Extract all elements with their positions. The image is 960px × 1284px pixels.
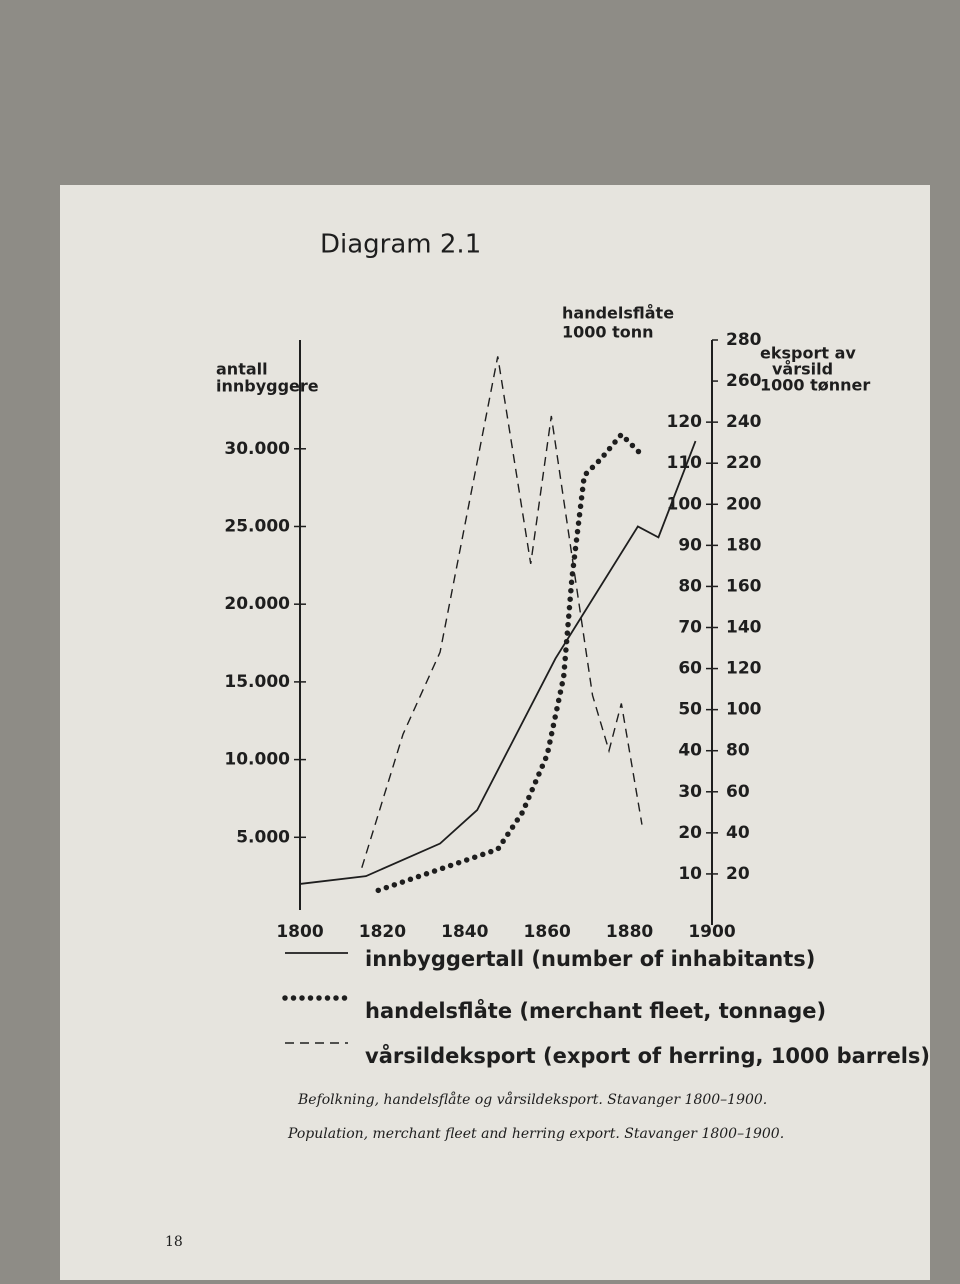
caption: Population, merchant fleet and herring e… [287,1126,784,1142]
legend-label: handelsflåte (merchant fleet, tonnage) [365,998,826,1023]
y2-tick-label: 30 [678,782,702,802]
y-tick-label: 15.000 [224,672,290,692]
y3-tick-label: 160 [726,576,762,596]
x-tick-label: 1820 [359,922,406,942]
legend-label: innbyggertall (number of inhabitants) [365,947,815,971]
y-tick-label: 20.000 [224,594,290,614]
y2-tick-label: 110 [667,453,703,473]
y3-tick-label: 260 [726,371,762,391]
y3-tick-label: 180 [726,535,762,555]
y2-tick-label: 120 [667,412,703,432]
y3-tick-label: 60 [726,782,750,802]
y-tick-label: 5.000 [236,827,290,847]
y-tick-label: 30.000 [224,439,290,459]
chart-title: Diagram 2.1 [320,230,481,260]
y3-tick-label: 280 [726,330,762,350]
y2-tick-label: 80 [678,576,702,596]
y2-tick-label: 40 [678,741,702,761]
x-tick-label: 1840 [441,922,488,942]
y3-tick-label: 140 [726,618,762,638]
y-tick-label: 10.000 [224,750,290,770]
y3-tick-label: 220 [726,453,762,473]
page-number: 18 [165,1234,183,1250]
y2-tick-label: 70 [678,618,702,638]
x-tick-label: 1860 [524,922,571,942]
y2-axis-label: 1000 tonn [562,323,654,342]
y3-tick-label: 80 [726,741,750,761]
y2-tick-label: 50 [678,700,702,720]
series-line [375,430,645,894]
y3-tick-label: 240 [726,412,762,432]
x-tick-label: 1900 [688,922,735,942]
y3-tick-label: 40 [726,823,750,843]
y2-axis-label: handelsflåte [562,304,674,323]
y3-axis-label: vårsild [772,360,833,379]
y-tick-label: 25.000 [224,516,290,536]
y-axis-label: innbyggere [216,377,319,396]
y2-tick-label: 20 [678,823,702,843]
x-tick-label: 1800 [276,922,323,942]
y3-axis-label: 1000 tønner [760,376,870,395]
legend-label: vårsildeksport (export of herring, 1000 … [365,1043,930,1068]
y3-tick-label: 200 [726,494,762,514]
y3-tick-label: 20 [726,864,750,884]
caption: Befolkning, handelsflåte og vårsildekspo… [297,1091,767,1108]
y-axis-label: antall [216,360,268,379]
y3-tick-label: 100 [726,700,762,720]
y2-tick-label: 60 [678,659,702,679]
series-line [361,356,643,868]
y2-tick-label: 90 [678,535,702,555]
y3-tick-label: 120 [726,659,762,679]
y2-tick-label: 10 [678,864,702,884]
series-line [299,440,697,885]
y2-tick-label: 100 [667,494,703,514]
y3-axis-label: eksport av [760,344,856,363]
paper [60,185,930,1280]
x-tick-label: 1880 [606,922,653,942]
